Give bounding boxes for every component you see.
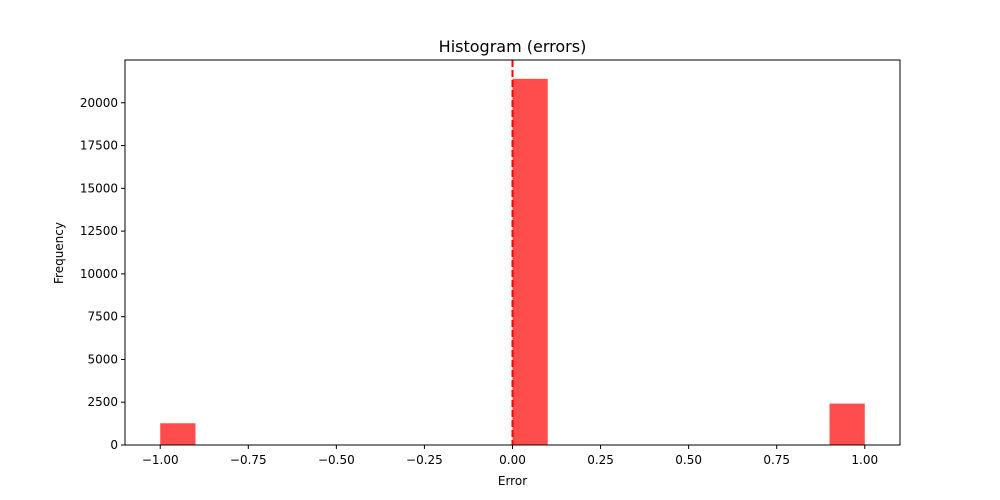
x-axis-title: Error: [498, 474, 527, 488]
histogram-bar: [829, 403, 865, 445]
histogram-bar: [512, 78, 548, 446]
y-tick-label: 0: [110, 438, 118, 452]
x-tick-label: −0.50: [318, 453, 355, 467]
y-tick-label: 12500: [80, 224, 118, 238]
bars-group: [160, 78, 865, 446]
y-tick-label: 20000: [80, 96, 118, 110]
x-tick-label: 0.25: [587, 453, 614, 467]
x-tick-label: 1.00: [851, 453, 878, 467]
histogram-bar: [160, 423, 196, 445]
y-axis-title: Frequency: [52, 222, 66, 284]
y-tick-label: 10000: [80, 267, 118, 281]
y-ticks-group: 0 2500 5000 7500 10000 12500 15000 17500 20000: [80, 96, 125, 452]
chart-title: Histogram (errors): [439, 37, 587, 56]
x-tick-label: −0.75: [230, 453, 267, 467]
x-ticks-group: −1.00 −0.75 −0.50 −0.25 0.00 0.25 0.50 0.75 1.00: [142, 445, 878, 467]
y-tick-label: 7500: [87, 310, 118, 324]
x-tick-label: −1.00: [142, 453, 179, 467]
y-tick-label: 15000: [80, 181, 118, 195]
y-tick-label: 2500: [87, 395, 118, 409]
x-tick-label: 0.50: [675, 453, 702, 467]
y-tick-label: 17500: [80, 139, 118, 153]
y-tick-label: 5000: [87, 352, 118, 366]
x-tick-label: 0.75: [763, 453, 790, 467]
plot-frame: [124, 59, 901, 446]
x-tick-label: 0.00: [499, 453, 526, 467]
x-tick-label: −0.25: [406, 453, 443, 467]
